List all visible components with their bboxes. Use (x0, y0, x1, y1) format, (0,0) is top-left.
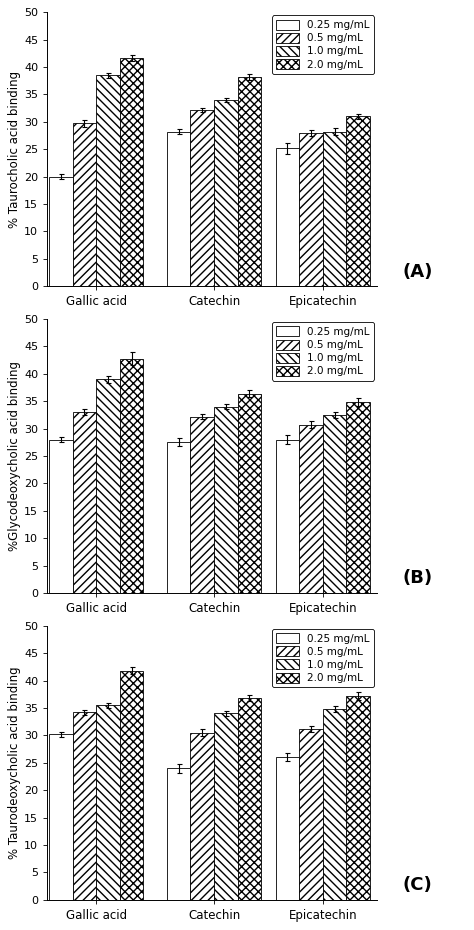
Legend: 0.25 mg/mL, 0.5 mg/mL, 1.0 mg/mL, 2.0 mg/mL: 0.25 mg/mL, 0.5 mg/mL, 1.0 mg/mL, 2.0 mg… (272, 322, 374, 380)
Bar (346, 696, 370, 899)
Text: (C): (C) (402, 876, 432, 894)
Bar (346, 403, 370, 593)
Bar (275, 148, 299, 286)
Y-axis label: % Taurodeoxycholic acid binding: % Taurodeoxycholic acid binding (9, 667, 21, 859)
Bar (214, 100, 237, 286)
Bar (96, 75, 120, 286)
Bar (214, 406, 237, 593)
Bar (237, 698, 261, 899)
Bar (120, 58, 143, 286)
Bar (237, 77, 261, 286)
Text: (B): (B) (402, 569, 432, 588)
Bar (191, 733, 214, 899)
Bar (49, 177, 73, 286)
Bar (299, 425, 323, 593)
Bar (191, 417, 214, 593)
Legend: 0.25 mg/mL, 0.5 mg/mL, 1.0 mg/mL, 2.0 mg/mL: 0.25 mg/mL, 0.5 mg/mL, 1.0 mg/mL, 2.0 mg… (272, 16, 374, 73)
Bar (96, 379, 120, 593)
Bar (120, 671, 143, 899)
Bar (73, 124, 96, 286)
Bar (323, 415, 346, 593)
Bar (96, 705, 120, 899)
Bar (49, 440, 73, 593)
Bar (299, 729, 323, 899)
Bar (275, 440, 299, 593)
Bar (49, 735, 73, 899)
Text: (A): (A) (402, 262, 432, 281)
Y-axis label: % Taurocholic acid binding: % Taurocholic acid binding (9, 71, 21, 228)
Bar (299, 133, 323, 286)
Bar (346, 116, 370, 286)
Bar (120, 359, 143, 593)
Bar (73, 712, 96, 899)
Bar (275, 757, 299, 899)
Bar (191, 110, 214, 286)
Legend: 0.25 mg/mL, 0.5 mg/mL, 1.0 mg/mL, 2.0 mg/mL: 0.25 mg/mL, 0.5 mg/mL, 1.0 mg/mL, 2.0 mg… (272, 629, 374, 687)
Bar (323, 709, 346, 899)
Bar (167, 132, 191, 286)
Bar (214, 713, 237, 899)
Bar (237, 393, 261, 593)
Bar (167, 442, 191, 593)
Bar (167, 768, 191, 899)
Bar (323, 132, 346, 286)
Bar (73, 412, 96, 593)
Y-axis label: %Glycodeoxycholic acid binding: %Glycodeoxycholic acid binding (9, 361, 21, 551)
